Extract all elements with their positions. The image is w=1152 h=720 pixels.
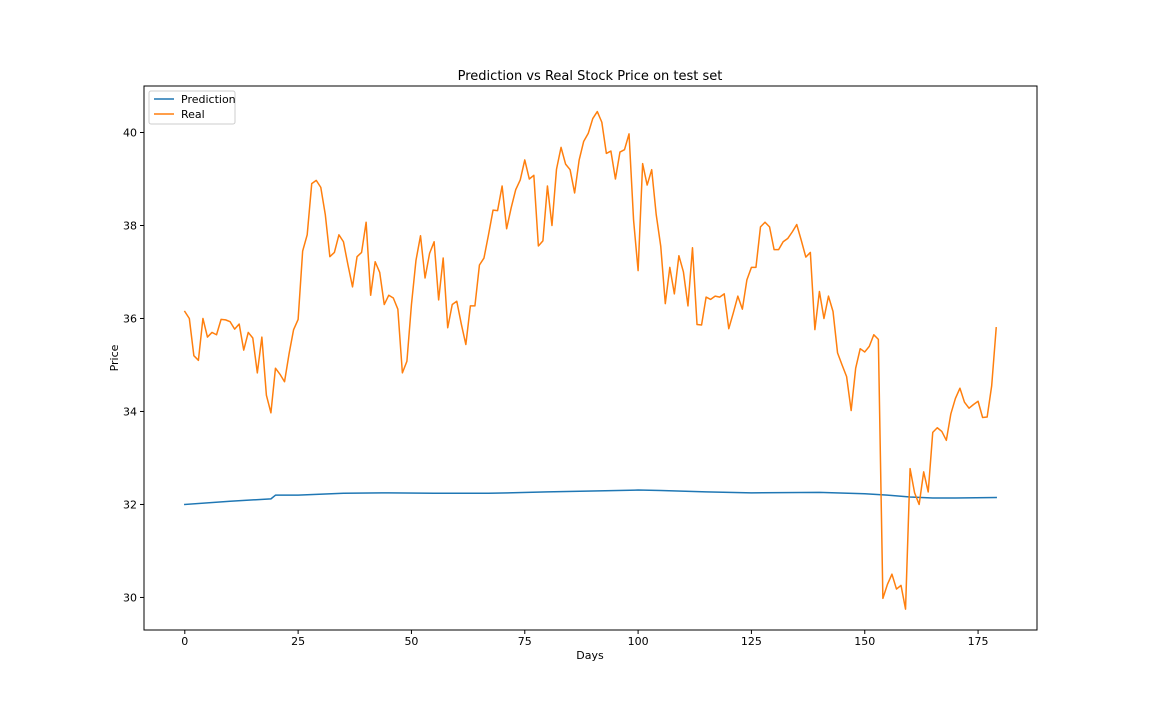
chart-title: Prediction vs Real Stock Price on test s… [458,69,723,84]
series-layer [183,110,998,610]
plot-frame [143,85,1038,631]
x-tick-label: 0 [181,635,188,648]
x-tick-label: 175 [968,635,989,648]
legend: Prediction Real [148,90,236,125]
x-tick-label: 150 [854,635,875,648]
legend-label-prediction: Prediction [181,93,236,106]
x-tick-label: 25 [291,635,305,648]
y-tick-label: 36 [123,312,137,325]
y-tick-label: 40 [123,126,137,139]
y-tick-label: 32 [123,498,137,511]
x-axis: 0 25 50 75 100 125 150 175 [181,630,989,648]
x-tick-label: 125 [741,635,762,648]
legend-label-real: Real [181,108,205,121]
y-tick-label: 38 [123,219,137,232]
x-tick-label: 75 [518,635,532,648]
x-axis-label: Days [576,649,604,662]
x-tick-label: 50 [404,635,418,648]
x-tick-label: 100 [628,635,649,648]
y-tick-label: 30 [123,591,137,604]
y-axis-label: Price [108,344,121,371]
y-tick-label: 34 [123,405,137,418]
y-axis: 30 32 34 36 38 40 [123,126,144,604]
series-line-real [183,110,998,610]
series-line-prediction [183,489,997,506]
